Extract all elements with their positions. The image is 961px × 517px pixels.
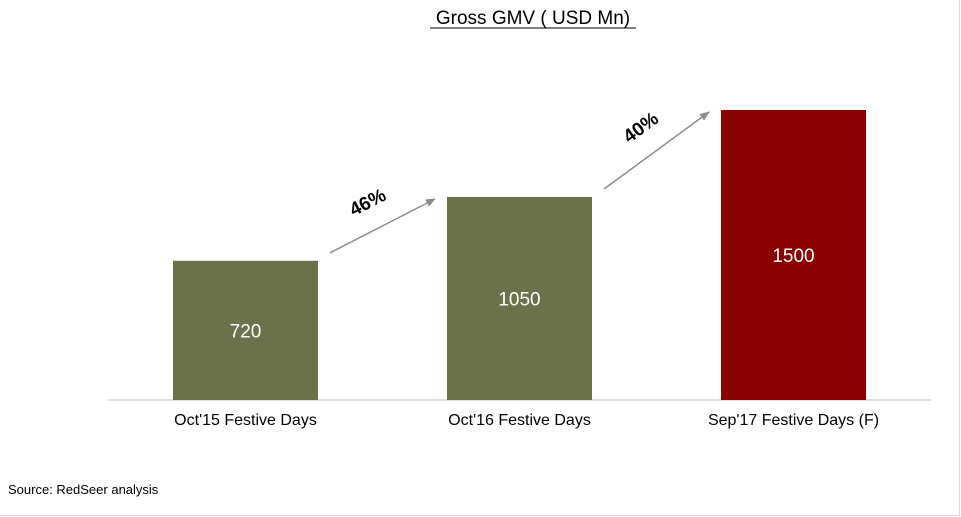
bar-value-label-2: 1050 [498, 290, 540, 311]
bar-value-label-1: 720 [230, 321, 262, 342]
labels-layer: 720 Oct'15 Festive Days 1050 Oct'16 Festive… [174, 246, 879, 429]
x-tick-label-3: Sep'17 Festive Days (F) [708, 412, 879, 429]
bars-layer [173, 110, 866, 400]
bar-3 [721, 110, 866, 400]
x-tick-label-2: Oct'16 Festive Days [448, 412, 591, 429]
bar-value-label-3: 1500 [772, 246, 814, 267]
growth-arrow-2 [603, 111, 710, 190]
x-tick-label-1: Oct'15 Festive Days [174, 412, 317, 429]
growth-label-1: 46% [346, 185, 390, 221]
growth-arrow-1 [329, 198, 436, 254]
bar-2 [447, 197, 592, 400]
chart-title-group: Gross GMV ( USD Mn) [430, 8, 636, 29]
bar-1 [173, 260, 318, 400]
growth-label-2: 40% [620, 108, 663, 148]
chart-title: Gross GMV ( USD Mn) [436, 8, 630, 29]
source-note: Source: RedSeer analysis [8, 482, 159, 497]
